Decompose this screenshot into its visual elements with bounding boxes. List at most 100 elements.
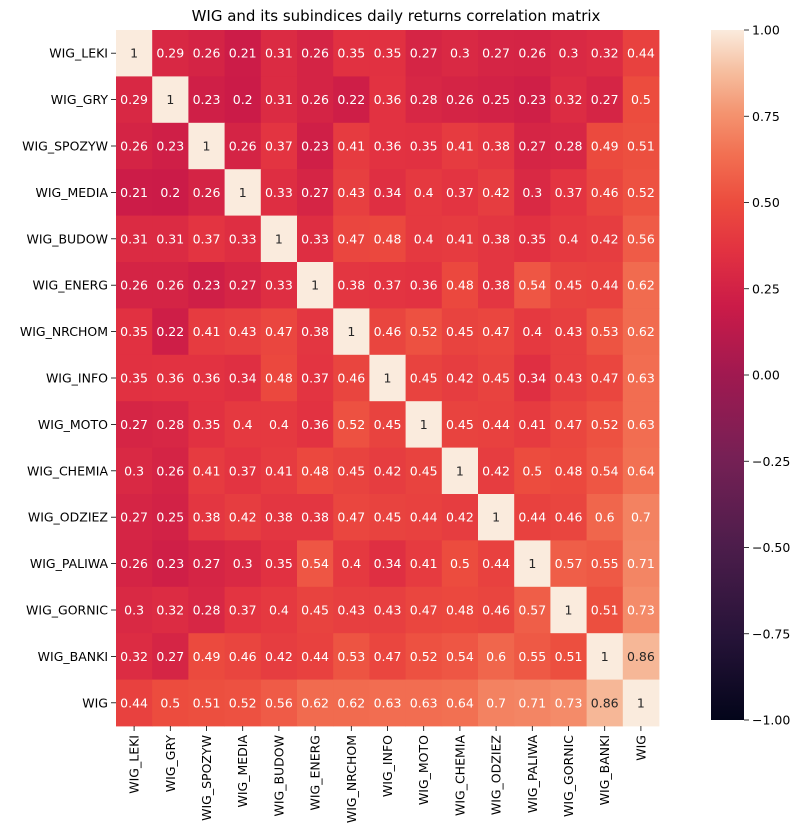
cell-annotation: 0.31 xyxy=(265,46,293,61)
heatmap-cell xyxy=(260,401,298,448)
cell-annotation: 0.49 xyxy=(193,649,221,664)
cell-annotation: 0.64 xyxy=(446,695,474,710)
cell-annotation: 0.45 xyxy=(555,278,583,293)
cell-annotation: 0.33 xyxy=(265,185,293,200)
x-tick-label: WIG_NRCHOM xyxy=(344,735,359,823)
heatmap-cell xyxy=(152,169,189,216)
cell-annotation: 0.6 xyxy=(486,649,506,664)
cell-annotation: 0.41 xyxy=(446,231,474,246)
heatmap-cell xyxy=(405,122,443,170)
colorbar-tick-label: 0.25 xyxy=(752,281,780,296)
heatmap-cell xyxy=(260,169,298,216)
heatmap-cell xyxy=(586,447,624,495)
heatmap-cell xyxy=(441,122,479,170)
cell-annotation: 0.52 xyxy=(410,324,438,339)
heatmap-cell xyxy=(297,447,334,495)
heatmap-cell xyxy=(369,540,406,588)
heatmap-cell xyxy=(260,354,298,402)
cell-annotation: 0.47 xyxy=(482,324,510,339)
y-tick-label: WIG_LEKI xyxy=(49,46,108,61)
heatmap-cell xyxy=(405,76,443,124)
heatmap-cell xyxy=(297,633,334,680)
heatmap-cell xyxy=(514,633,551,680)
cell-annotation: 0.32 xyxy=(591,46,619,61)
heatmap-cell xyxy=(260,215,298,263)
x-tick-label: WIG_MEDIA xyxy=(235,735,250,808)
heatmap-cell xyxy=(116,215,153,263)
heatmap-cell xyxy=(550,169,587,216)
heatmap-cell xyxy=(550,447,587,495)
heatmap-cell xyxy=(369,308,406,356)
heatmap-cell xyxy=(116,679,153,727)
cell-annotation: 0.46 xyxy=(555,510,583,525)
heatmap-cell xyxy=(369,169,406,216)
heatmap-cell xyxy=(333,679,370,727)
cell-annotation: 0.7 xyxy=(631,510,651,525)
heatmap-cell xyxy=(550,401,587,448)
cell-annotation: 0.54 xyxy=(518,278,546,293)
heatmap-cell xyxy=(188,262,225,309)
cell-annotation: 0.64 xyxy=(627,463,655,478)
cell-annotation: 0.42 xyxy=(482,185,510,200)
heatmap-cell xyxy=(116,540,153,588)
cell-annotation: 0.35 xyxy=(374,46,402,61)
cell-annotation: 0.45 xyxy=(446,417,474,432)
cell-annotation: 0.27 xyxy=(591,92,619,107)
cell-annotation: 0.48 xyxy=(301,463,329,478)
heatmap-cell xyxy=(622,262,660,309)
chart-title: WIG and its subindices daily returns cor… xyxy=(192,7,601,25)
cell-annotation: 0.44 xyxy=(120,695,148,710)
cell-annotation: 0.33 xyxy=(229,231,257,246)
heatmap-cell xyxy=(333,540,370,588)
cell-annotation: 0.27 xyxy=(518,139,546,154)
heatmap-cell xyxy=(586,401,624,448)
heatmap-cell xyxy=(514,30,551,77)
x-tick-label: WIG_SPOZYW xyxy=(199,735,214,821)
cell-annotation: 0.63 xyxy=(627,371,655,386)
heatmap-cell xyxy=(297,30,334,77)
heatmap-cell xyxy=(478,30,515,77)
heatmap-cell xyxy=(152,494,189,541)
heatmap-cell xyxy=(224,262,262,309)
heatmap-cell xyxy=(260,633,298,680)
cell-annotation: 0.26 xyxy=(193,185,221,200)
heatmap-cell xyxy=(369,215,406,263)
colorbar-gradient xyxy=(711,30,744,720)
heatmap-cell xyxy=(297,540,334,588)
cell-annotation: 0.52 xyxy=(337,417,365,432)
heatmap-cell xyxy=(188,586,225,634)
heatmap-cell xyxy=(441,401,479,448)
cell-annotation: 0.27 xyxy=(120,417,148,432)
cell-annotation: 0.29 xyxy=(156,46,184,61)
heatmap-cell xyxy=(586,679,624,727)
heatmap-cell xyxy=(260,30,298,77)
cell-annotation: 0.45 xyxy=(482,371,510,386)
x-tick-label: WIG_BANKI xyxy=(597,735,612,805)
heatmap-cell xyxy=(188,633,225,680)
cell-annotation: 0.31 xyxy=(265,92,293,107)
cell-annotation: 0.28 xyxy=(193,603,221,618)
cell-annotation: 0.32 xyxy=(120,649,148,664)
cell-annotation: 0.71 xyxy=(518,695,546,710)
x-tick-label: WIG_ENERG xyxy=(308,735,323,811)
heatmap-cell xyxy=(369,633,406,680)
heatmap-cell xyxy=(441,308,479,356)
heatmap-cell xyxy=(478,262,515,309)
heatmap-cell xyxy=(441,76,479,124)
heatmap-cell xyxy=(478,215,515,263)
cell-annotation: 1 xyxy=(528,556,536,571)
heatmap-cell xyxy=(152,30,189,77)
cell-annotation: 0.62 xyxy=(627,278,655,293)
cell-annotation: 0.52 xyxy=(410,649,438,664)
heatmap-cell xyxy=(188,30,225,77)
cell-annotation: 0.47 xyxy=(265,324,293,339)
cell-annotation: 0.35 xyxy=(120,324,148,339)
cell-annotation: 0.49 xyxy=(591,139,619,154)
heatmap-cell xyxy=(152,679,189,727)
y-tick-label: WIG_BANKI xyxy=(38,649,108,664)
cell-annotation: 0.34 xyxy=(518,371,546,386)
cell-annotation: 0.47 xyxy=(374,649,402,664)
x-tick-label: WIG_BUDOW xyxy=(271,735,286,817)
cell-annotation: 0.21 xyxy=(120,185,148,200)
